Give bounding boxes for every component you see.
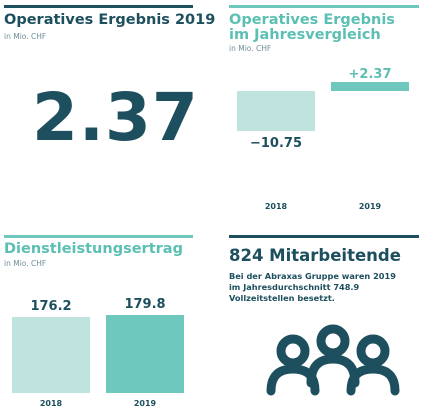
bar-2019	[331, 82, 409, 91]
year-label-2018: 2018	[39, 399, 63, 408]
value-label-2018: 176.2	[30, 298, 72, 314]
panel-rule	[229, 5, 419, 8]
panel-unit: in Mio. CHF	[4, 259, 47, 268]
chart-dienstleistungsertrag: 176.2 2018 179.8 2019	[4, 235, 193, 411]
panel-operatives-ergebnis-2019: Operatives Ergebnis 2019 in Mio. CHF 2.3…	[4, 5, 215, 210]
chart-ergebnis-vergleich: −10.75 2018 +2.37 2019	[229, 5, 419, 215]
panel-unit: in Mio. CHF	[229, 44, 272, 53]
year-label-2019: 2019	[133, 399, 157, 408]
panel-rule	[4, 235, 193, 238]
bar-2019	[106, 315, 184, 393]
panel-operatives-ergebnis-vergleich: Operatives Ergebnis im Jahresvergleich i…	[229, 5, 419, 215]
panel-unit: in Mio. CHF	[4, 32, 47, 41]
bar-2018	[237, 91, 315, 132]
year-label-2019: 2019	[358, 202, 382, 211]
panel-title: Operatives Ergebnis 2019	[4, 12, 216, 28]
value-label-2019: +2.37	[348, 67, 392, 83]
panel-title: Dienstleistungsertrag	[4, 241, 183, 257]
panel-mitarbeitende: 824 Mitarbeitende Bei der Abraxas Gruppe…	[229, 235, 419, 411]
panel-dienstleistungsertrag: Dienstleistungsertrag in Mio. CHF 176.2 2…	[4, 235, 193, 411]
value-label-2018: −10.75	[249, 136, 302, 152]
bar-2018	[12, 316, 90, 393]
big-value: 2.37	[32, 79, 199, 156]
panel-title: 824 Mitarbeitende	[229, 246, 401, 265]
panel-description: Bei der Abraxas Gruppe waren 2019 im Jah…	[229, 271, 396, 303]
panel-title-line1: Operatives Ergebnis	[229, 12, 395, 28]
panel-rule	[4, 5, 193, 8]
panel-title-line2: im Jahresvergleich	[229, 27, 381, 43]
panel-rule	[229, 235, 419, 238]
people-group-icon	[266, 324, 400, 396]
year-label-2018: 2018	[264, 202, 288, 211]
value-label-2019: 179.8	[124, 297, 166, 312]
